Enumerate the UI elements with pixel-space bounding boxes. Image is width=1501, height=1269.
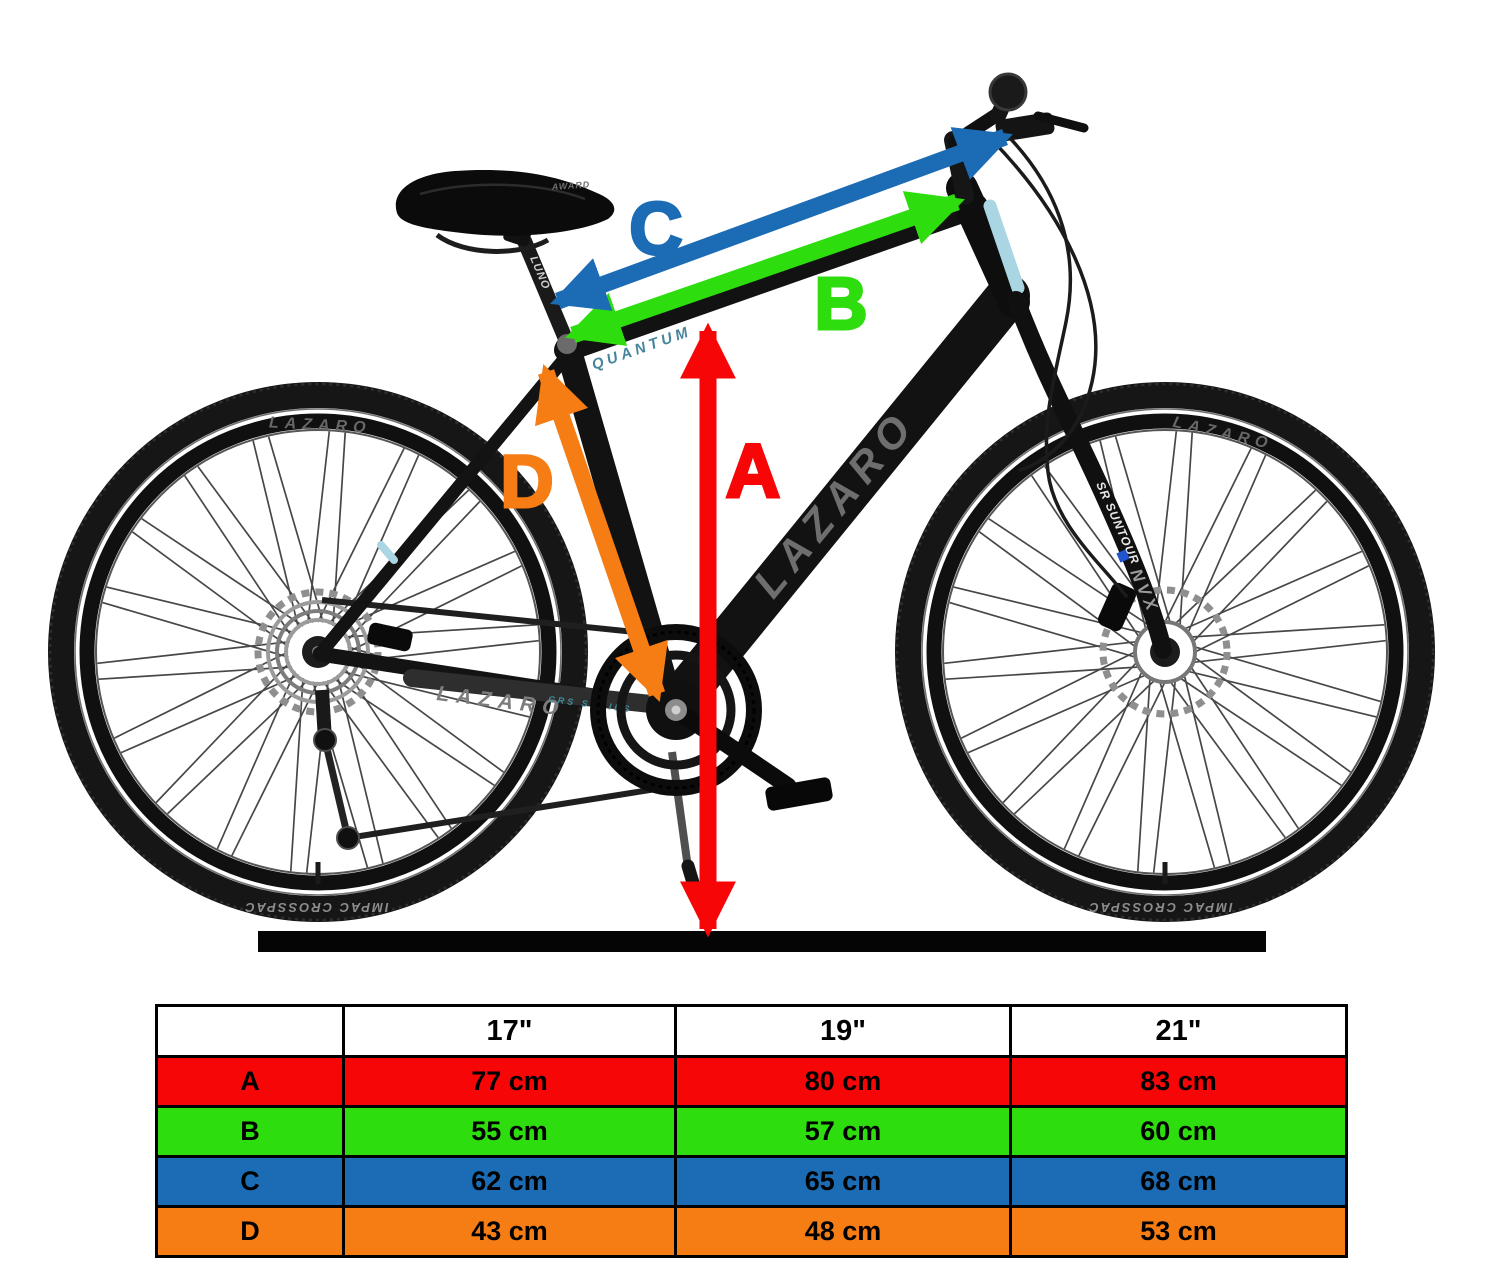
arrow-c-seatpost-to-handlebar [550, 127, 1013, 311]
value-a-21: 83 cm [1009, 1055, 1348, 1108]
header-size-17: 17" [342, 1004, 677, 1058]
row-label-a: A [155, 1055, 345, 1108]
value-c-19: 65 cm [674, 1155, 1012, 1208]
seatpost [517, 237, 573, 343]
measurement-arrows: A B C D [499, 127, 1013, 938]
bike-illustration: LAZARO IMPAC CROSSPAC LAZARO IMPAC CROSS… [48, 72, 1435, 952]
value-a-19: 80 cm [674, 1055, 1012, 1108]
front-disc-rotor [1099, 586, 1231, 718]
value-a-17: 77 cm [342, 1055, 677, 1108]
table-row-c: C 62 cm 65 cm 68 cm [155, 1155, 1348, 1208]
derailleur-pulley-lower [336, 826, 360, 850]
seatstay-accent [377, 541, 398, 564]
value-c-17: 62 cm [342, 1155, 677, 1208]
arrow-label-d: D [500, 440, 553, 523]
size-table: 17" 19" 21" A 77 cm 80 cm 83 cm B 55 cm … [155, 1004, 1348, 1258]
rear-brake-caliper [367, 622, 413, 652]
handlebar-grip [988, 72, 1028, 112]
table-header-row: 17" 19" 21" [155, 1004, 1348, 1058]
arrow-label-c: C [629, 187, 682, 270]
saddle-rails [435, 232, 550, 254]
fork-logo-square [1116, 549, 1130, 563]
kickstand-foot [681, 859, 701, 893]
value-d-17: 43 cm [342, 1205, 677, 1258]
front-tire-decal: IMPAC CROSSPAC [1087, 900, 1232, 915]
value-d-21: 53 cm [1009, 1205, 1348, 1258]
arrow-label-a: A [726, 429, 781, 514]
brake-cable-front [1006, 134, 1128, 598]
header-size-21: 21" [1009, 1004, 1348, 1058]
brake-lever [1033, 111, 1089, 133]
table-row-b: B 55 cm 57 cm 60 cm [155, 1105, 1348, 1158]
row-label-b: B [155, 1105, 345, 1158]
ground-line [258, 931, 1266, 952]
rear-rim-decal: LAZARO [269, 414, 372, 436]
row-label-d: D [155, 1205, 345, 1258]
table-row-a: A 77 cm 80 cm 83 cm [155, 1055, 1348, 1108]
derailleur-pulley-upper [313, 728, 337, 752]
derailleur-cage [321, 739, 352, 839]
value-c-21: 68 cm [1009, 1155, 1348, 1208]
rear-disc-rotor [254, 588, 382, 716]
front-wheel: LAZARO IMPAC CROSSPAC [895, 382, 1435, 922]
shift-cable [990, 138, 1098, 472]
header-corner-cell [155, 1004, 345, 1058]
value-b-21: 60 cm [1009, 1105, 1348, 1158]
fork [1007, 291, 1172, 659]
header-size-19: 19" [674, 1004, 1012, 1058]
value-b-17: 55 cm [342, 1105, 677, 1158]
pedal [765, 777, 833, 811]
chain-bottom [347, 783, 676, 841]
row-label-c: C [155, 1155, 345, 1208]
seat-stay [313, 345, 577, 661]
value-b-19: 57 cm [674, 1105, 1012, 1158]
value-d-19: 48 cm [674, 1205, 1012, 1258]
arrow-label-b: B [814, 262, 867, 345]
table-row-d: D 43 cm 48 cm 53 cm [155, 1205, 1348, 1258]
arrow-d-seat-tube-length [535, 364, 668, 702]
rear-tire-decal: IMPAC CROSSPAC [243, 900, 388, 915]
